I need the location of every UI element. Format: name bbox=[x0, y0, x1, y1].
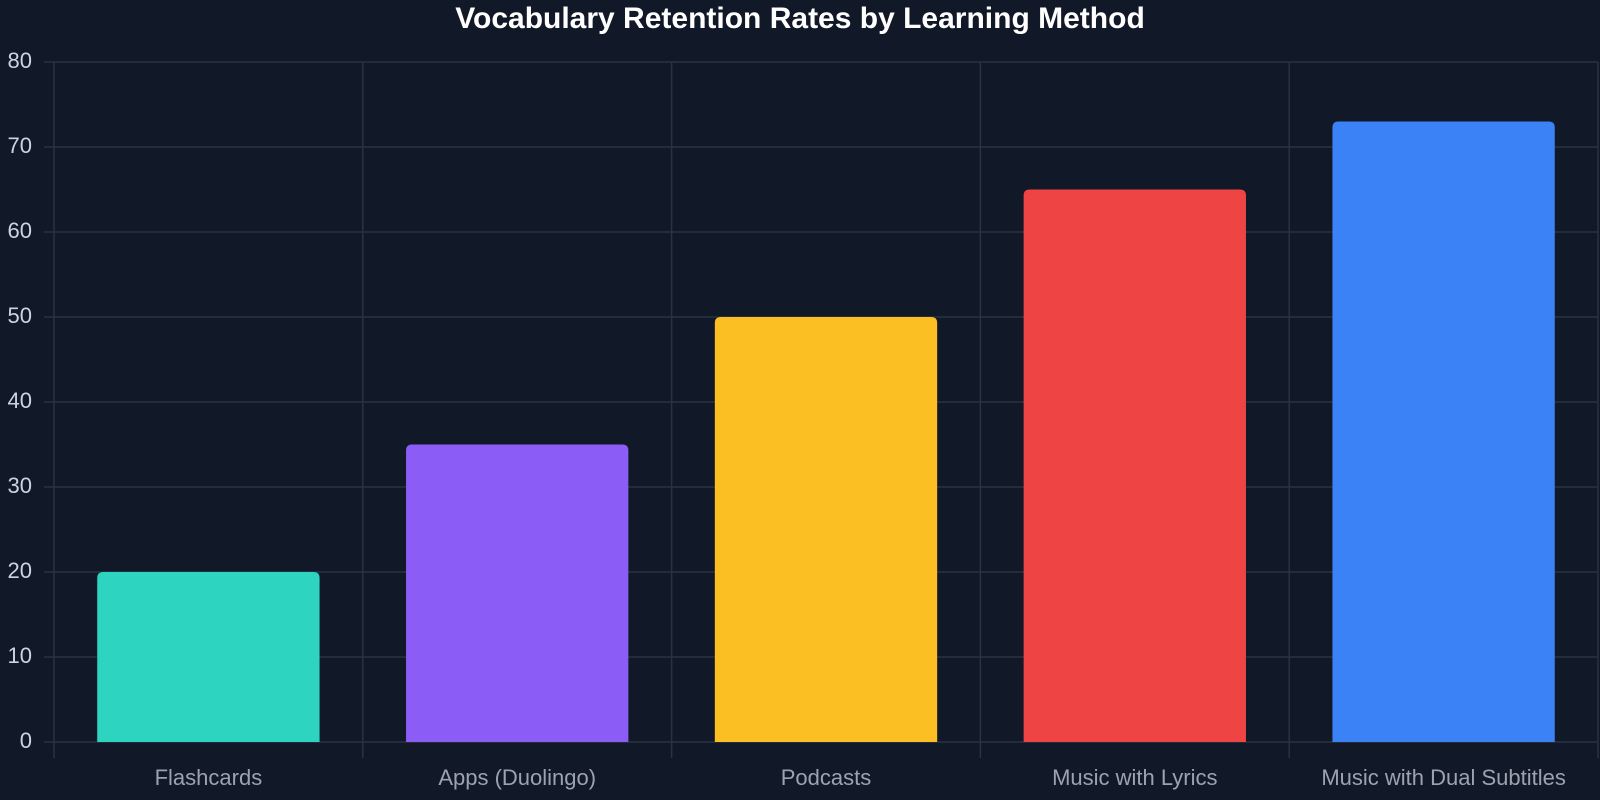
y-tick-label: 40 bbox=[8, 388, 32, 413]
bar bbox=[1332, 121, 1555, 742]
bar bbox=[406, 444, 629, 742]
y-tick-label: 50 bbox=[8, 303, 32, 328]
x-tick-label: Flashcards bbox=[155, 765, 263, 790]
y-tick-label: 60 bbox=[8, 218, 32, 243]
x-tick-label: Podcasts bbox=[781, 765, 872, 790]
bar bbox=[714, 317, 938, 742]
y-tick-label: 0 bbox=[20, 728, 32, 753]
bar bbox=[97, 572, 320, 742]
bar bbox=[1023, 189, 1246, 742]
y-tick-label: 30 bbox=[8, 473, 32, 498]
y-tick-label: 80 bbox=[8, 48, 32, 73]
chart-title: Vocabulary Retention Rates by Learning M… bbox=[455, 2, 1145, 35]
y-tick-label: 20 bbox=[8, 558, 32, 583]
x-tick-label: Music with Lyrics bbox=[1052, 765, 1217, 790]
x-tick-label: Apps (Duolingo) bbox=[438, 765, 596, 790]
y-tick-label: 10 bbox=[8, 643, 32, 668]
y-tick-label: 70 bbox=[8, 133, 32, 158]
x-tick-label: Music with Dual Subtitles bbox=[1321, 765, 1566, 790]
